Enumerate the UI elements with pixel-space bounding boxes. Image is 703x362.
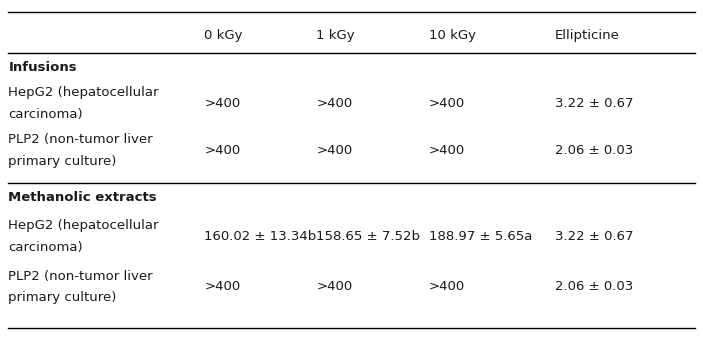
Text: carcinoma): carcinoma) xyxy=(8,108,83,121)
Text: Ellipticine: Ellipticine xyxy=(555,29,619,42)
Text: HepG2 (hepatocellular: HepG2 (hepatocellular xyxy=(8,219,159,232)
Text: 3.22 ± 0.67: 3.22 ± 0.67 xyxy=(555,97,633,110)
Text: >400: >400 xyxy=(205,144,240,157)
Text: carcinoma): carcinoma) xyxy=(8,241,83,254)
Text: Infusions: Infusions xyxy=(8,61,77,74)
Text: Methanolic extracts: Methanolic extracts xyxy=(8,191,157,204)
Text: 158.65 ± 7.52b: 158.65 ± 7.52b xyxy=(316,230,420,243)
Text: 160.02 ± 13.34b: 160.02 ± 13.34b xyxy=(205,230,317,243)
Text: 10 kGy: 10 kGy xyxy=(429,29,475,42)
Text: 2.06 ± 0.03: 2.06 ± 0.03 xyxy=(555,144,633,157)
Text: >400: >400 xyxy=(429,144,465,157)
Text: >400: >400 xyxy=(429,281,465,294)
Text: 188.97 ± 5.65a: 188.97 ± 5.65a xyxy=(429,230,532,243)
Text: >400: >400 xyxy=(205,97,240,110)
Text: >400: >400 xyxy=(429,97,465,110)
Text: >400: >400 xyxy=(205,281,240,294)
Text: primary culture): primary culture) xyxy=(8,155,117,168)
Text: PLP2 (non-tumor liver: PLP2 (non-tumor liver xyxy=(8,270,153,283)
Text: PLP2 (non-tumor liver: PLP2 (non-tumor liver xyxy=(8,133,153,146)
Text: HepG2 (hepatocellular: HepG2 (hepatocellular xyxy=(8,87,159,100)
Text: 1 kGy: 1 kGy xyxy=(316,29,355,42)
Text: >400: >400 xyxy=(316,281,353,294)
Text: >400: >400 xyxy=(316,144,353,157)
Text: primary culture): primary culture) xyxy=(8,291,117,304)
Text: 2.06 ± 0.03: 2.06 ± 0.03 xyxy=(555,281,633,294)
Text: 3.22 ± 0.67: 3.22 ± 0.67 xyxy=(555,230,633,243)
Text: >400: >400 xyxy=(316,97,353,110)
Text: 0 kGy: 0 kGy xyxy=(205,29,243,42)
